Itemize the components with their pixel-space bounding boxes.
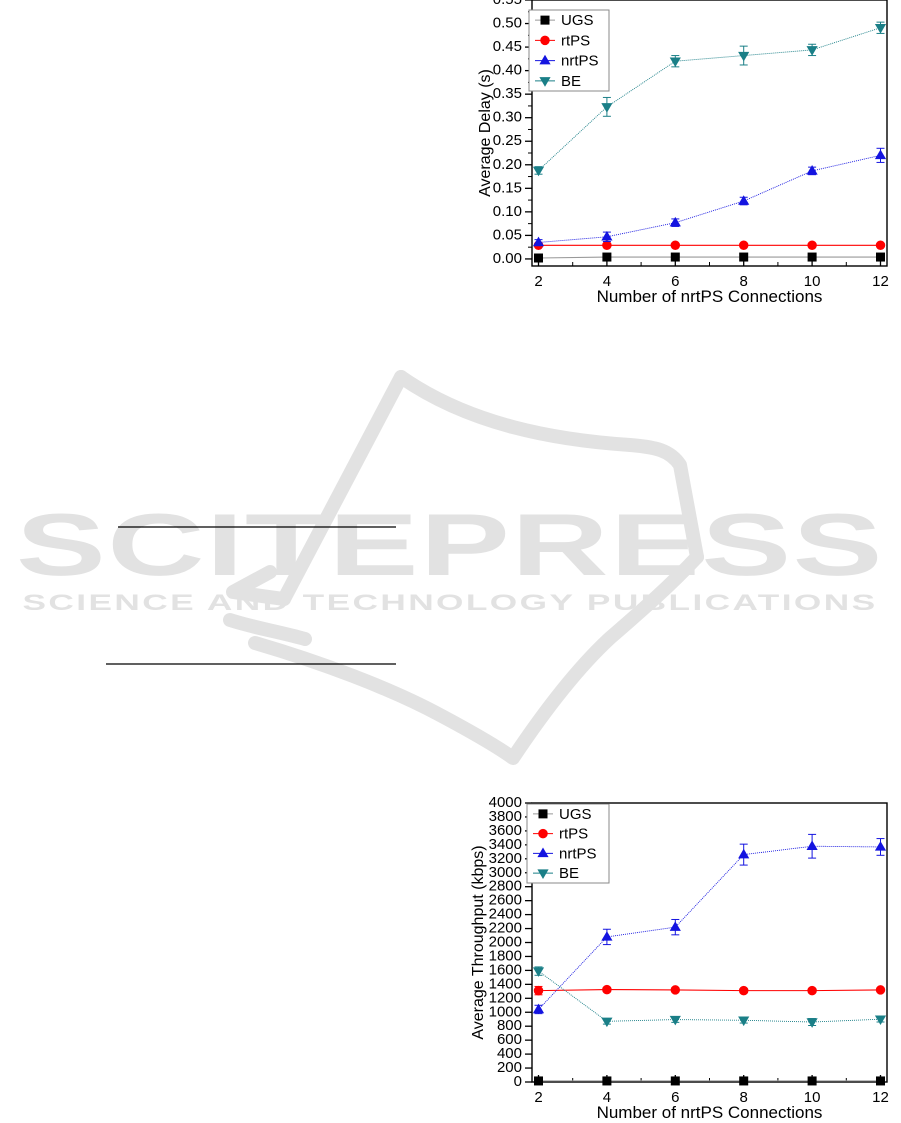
svg-text:Number of nrtPS Connections: Number of nrtPS Connections	[597, 1103, 823, 1122]
svg-text:0.25: 0.25	[493, 132, 522, 149]
svg-text:2: 2	[534, 273, 542, 290]
svg-text:SCIENCE AND TECHNOLOGY PUBLICA: SCIENCE AND TECHNOLOGY PUBLICATIONS	[23, 590, 878, 615]
svg-text:Average Delay (s): Average Delay (s)	[477, 69, 494, 197]
svg-text:UGS: UGS	[559, 806, 592, 823]
svg-text:0.55: 0.55	[493, 0, 522, 8]
svg-text:nrtPS: nrtPS	[561, 53, 599, 70]
svg-text:SCITEPRESS: SCITEPRESS	[16, 495, 884, 594]
svg-text:rtPS: rtPS	[559, 826, 588, 843]
svg-text:0.05: 0.05	[493, 226, 522, 243]
svg-text:0.15: 0.15	[493, 179, 522, 196]
svg-text:2: 2	[534, 1089, 542, 1106]
svg-text:0.00: 0.00	[493, 250, 522, 267]
svg-text:0.45: 0.45	[493, 38, 522, 55]
svg-text:Number of nrtPS Connections: Number of nrtPS Connections	[597, 287, 823, 306]
svg-text:0.50: 0.50	[493, 15, 522, 32]
svg-text:0.30: 0.30	[493, 109, 522, 126]
svg-text:12: 12	[872, 273, 889, 290]
svg-text:12: 12	[872, 1089, 889, 1106]
svg-text:0.35: 0.35	[493, 85, 522, 102]
svg-text:rtPS: rtPS	[561, 32, 590, 49]
svg-text:nrtPS: nrtPS	[559, 845, 597, 862]
svg-text:0.10: 0.10	[493, 203, 522, 220]
svg-text:UGS: UGS	[561, 12, 594, 29]
svg-text:Average Throughput (kbps): Average Throughput (kbps)	[470, 845, 487, 1039]
svg-text:BE: BE	[561, 73, 581, 90]
svg-text:0.40: 0.40	[493, 62, 522, 79]
svg-text:BE: BE	[559, 865, 579, 882]
svg-text:0.20: 0.20	[493, 156, 522, 173]
